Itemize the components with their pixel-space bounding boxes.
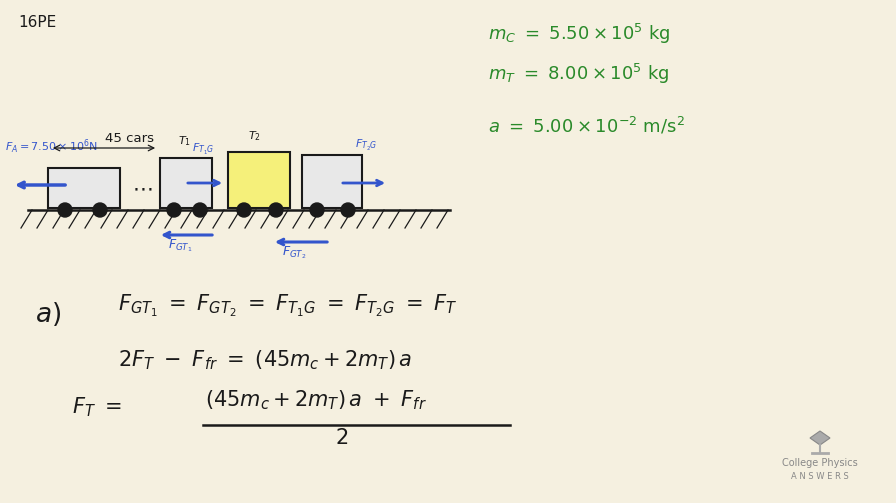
Circle shape [93, 203, 107, 217]
Text: $F_{T_1G}$: $F_{T_1G}$ [192, 142, 214, 157]
Text: $F_A=7.50\times10^6\mathrm{N}$: $F_A=7.50\times10^6\mathrm{N}$ [5, 138, 98, 156]
Circle shape [193, 203, 207, 217]
Text: $F_{GT_2}$: $F_{GT_2}$ [282, 244, 306, 261]
Text: A N S W E R S: A N S W E R S [791, 472, 849, 481]
Text: $a)$: $a)$ [35, 300, 61, 328]
Bar [160, 158, 212, 208]
Circle shape [167, 203, 181, 217]
Polygon shape [810, 431, 830, 445]
Circle shape [341, 203, 355, 217]
Bar [228, 152, 290, 208]
Text: $F_{T_2G}$: $F_{T_2G}$ [355, 138, 377, 153]
Bar [302, 155, 362, 208]
Text: $2F_T\ -\ F_{fr}\ =\ (45m_c + 2m_T)\,a$: $2F_T\ -\ F_{fr}\ =\ (45m_c + 2m_T)\,a$ [118, 348, 412, 372]
Bar [48, 168, 120, 208]
Text: College Physics: College Physics [782, 458, 857, 468]
Circle shape [58, 203, 72, 217]
Text: $F_T\ =$: $F_T\ =$ [72, 395, 122, 418]
Text: $2$: $2$ [335, 428, 349, 448]
Circle shape [237, 203, 251, 217]
Text: $(45m_c + 2m_T)\,a\ +\ F_{fr}$: $(45m_c + 2m_T)\,a\ +\ F_{fr}$ [205, 388, 426, 411]
Text: $T_2$: $T_2$ [248, 129, 261, 143]
Text: 16PE: 16PE [18, 15, 56, 30]
Text: 45 cars: 45 cars [105, 132, 154, 145]
Circle shape [269, 203, 283, 217]
Text: $\cdots$: $\cdots$ [132, 178, 152, 198]
Text: $a\ =\ 5.00\times10^{-2}\ \mathrm{m/s}^2$: $a\ =\ 5.00\times10^{-2}\ \mathrm{m/s}^2… [488, 115, 685, 136]
Text: $F_{GT_1}$: $F_{GT_1}$ [168, 237, 193, 254]
Circle shape [310, 203, 324, 217]
Text: $m_C\ =\ 5.50\times10^5\ \mathrm{kg}$: $m_C\ =\ 5.50\times10^5\ \mathrm{kg}$ [488, 22, 670, 46]
Text: $m_T\ =\ 8.00\times10^5\ \mathrm{kg}$: $m_T\ =\ 8.00\times10^5\ \mathrm{kg}$ [488, 62, 669, 86]
Text: $F_{GT_1}\ =\ F_{GT_2}\ =\ F_{T_1G}\ =\ F_{T_2G}\ =\ F_T$: $F_{GT_1}\ =\ F_{GT_2}\ =\ F_{T_1G}\ =\ … [118, 293, 458, 319]
Text: $T_1$: $T_1$ [178, 134, 191, 148]
